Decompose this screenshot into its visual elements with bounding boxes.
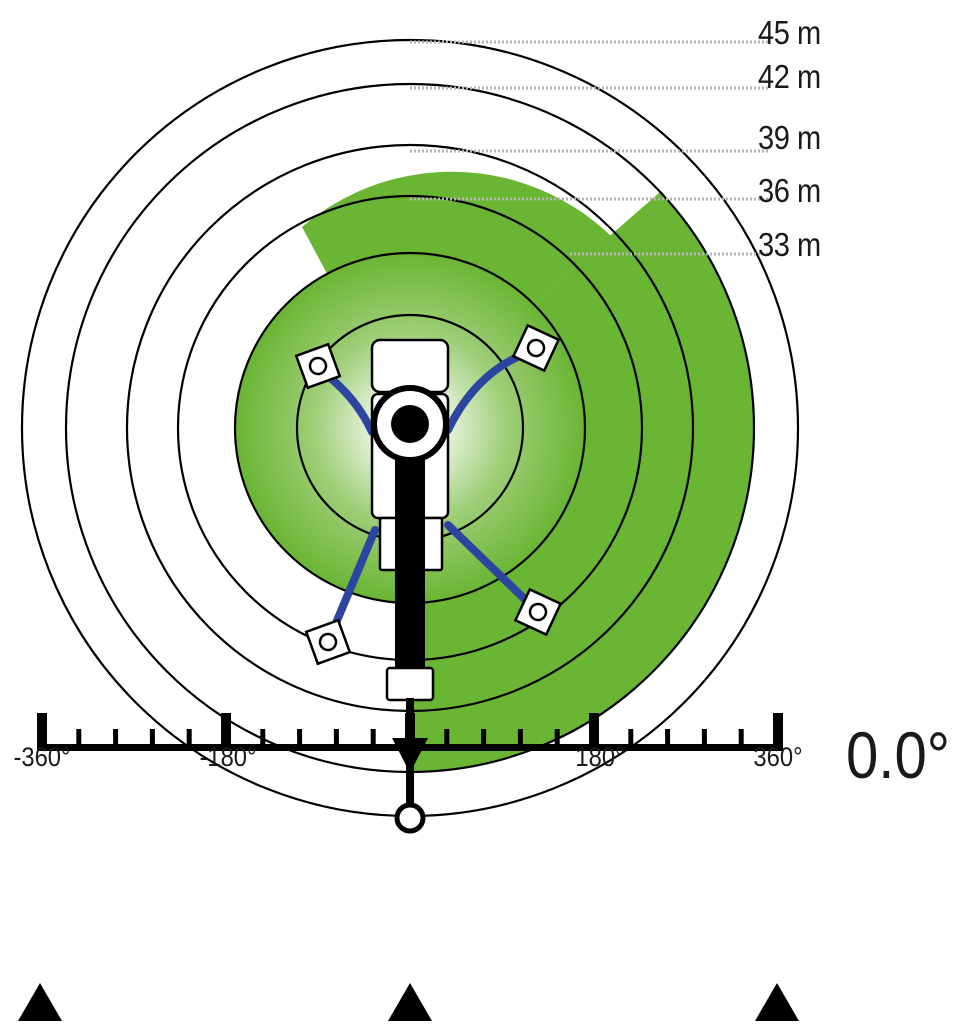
scale-minor-tick [665, 729, 671, 751]
ring-label-36m: 36 m [758, 172, 821, 209]
scale-minor-tick [113, 729, 119, 751]
scale-minor-tick [517, 729, 523, 751]
scale-minor-tick [444, 729, 450, 751]
outrigger-pad-icon [294, 342, 342, 390]
coverage-sector-outer [410, 192, 754, 772]
scale-minor-tick [481, 729, 487, 751]
ring-label-33m: 33 m [758, 226, 821, 263]
scale-minor-tick [186, 729, 192, 751]
triangle-down-icon [392, 738, 428, 773]
slewing-ring-icon [371, 385, 449, 463]
crane-cab [370, 338, 450, 394]
scale-minor-tick [628, 729, 634, 751]
triangle-up-icon [755, 983, 799, 1021]
ring-label-45m: 45 m [758, 14, 821, 51]
boom-arm [395, 424, 425, 670]
scale-minor-ticks [76, 729, 744, 751]
ring-label-39m: 39 m [758, 119, 821, 156]
scale-label-360: 360° [753, 742, 803, 772]
scale-label-minus-180: -180° [199, 742, 257, 772]
leader-lines [410, 40, 770, 256]
outrigger-pad-icon [513, 587, 563, 637]
outrigger-pad-icon [511, 323, 561, 373]
scale-major-tick [37, 713, 47, 751]
scale-minor-tick [701, 729, 707, 751]
triangle-up-icon [18, 983, 62, 1021]
scale-major-ticks [37, 713, 783, 751]
scale-major-tick [405, 713, 415, 751]
triangle-up-icon [388, 983, 432, 1021]
slew-angle-readout: 0.0° [846, 718, 950, 792]
scale-minor-tick [260, 729, 266, 751]
slew-scale [18, 713, 799, 1021]
boom-head [385, 666, 435, 702]
scale-major-tick [221, 713, 231, 751]
scale-label-minus-360: -360° [13, 742, 71, 772]
outrigger-leg-rear-right [444, 521, 542, 616]
scale-label-180: 180° [575, 742, 625, 772]
scale-minor-tick [333, 729, 339, 751]
outrigger-pads [294, 323, 563, 666]
hook-icon [394, 802, 426, 834]
scale-minor-tick [149, 729, 155, 751]
scale-minor-tick [76, 729, 82, 751]
scale-major-tick [589, 713, 599, 751]
ring-label-42m: 42 m [758, 58, 821, 95]
scale-minor-tick [370, 729, 376, 751]
scale-major-tick [773, 713, 783, 751]
scale-minor-tick [554, 729, 560, 751]
scale-minor-tick [297, 729, 303, 751]
outrigger-pad-icon [304, 618, 352, 666]
scale-minor-tick [738, 729, 744, 751]
